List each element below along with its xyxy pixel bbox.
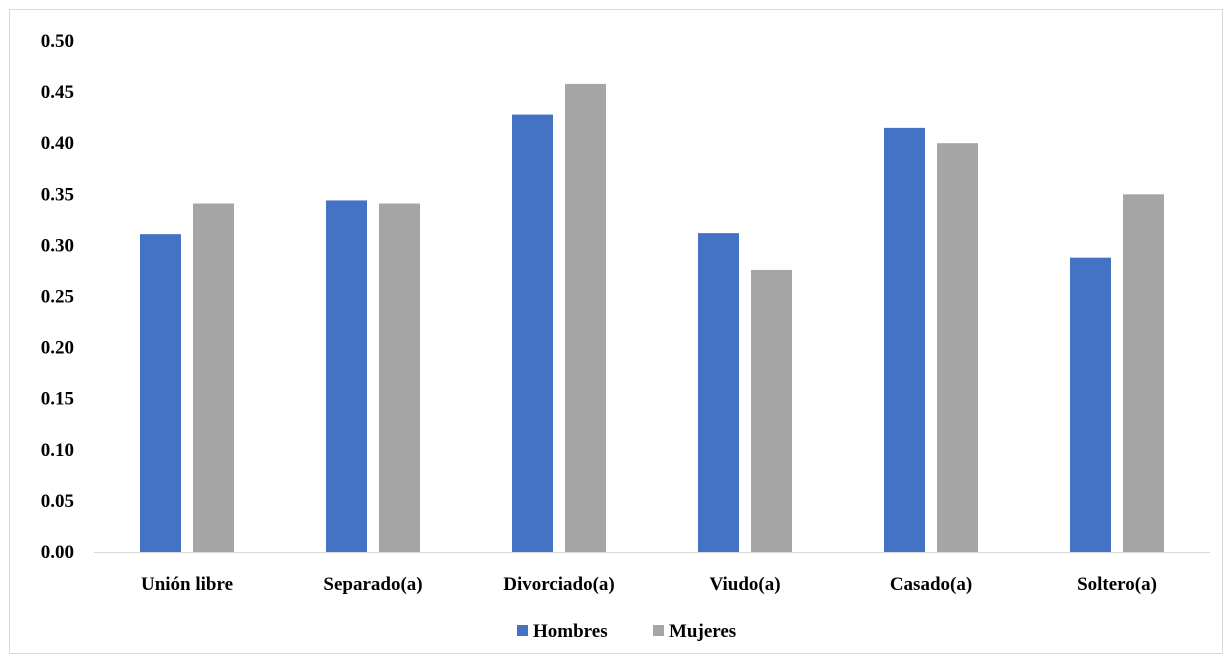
y-axis: 0.00 0.05 0.10 0.15 0.20 0.25 0.30 0.35 0.40 0.45…	[41, 31, 74, 563]
x-tick-label: Unión libre	[141, 574, 233, 595]
x-tick-label: Separado(a)	[323, 574, 422, 595]
y-tick-label: 0.25	[41, 287, 74, 308]
bar-hombres-3	[698, 233, 739, 553]
x-tick-label: Divorciado(a)	[503, 574, 615, 595]
y-tick-label: 0.00	[41, 542, 74, 563]
x-axis: Unión libre Separado(a) Divorciado(a) Viudo…	[94, 552, 1210, 595]
legend: Hombres Mujeres	[517, 621, 736, 642]
bar-hombres-4	[884, 127, 925, 553]
bar-mujeres-4	[937, 143, 978, 552]
y-tick-label: 0.10	[41, 440, 74, 461]
bar-mujeres-3	[751, 269, 792, 552]
bar-hombres-1	[326, 200, 367, 552]
bar-mujeres-0	[193, 203, 234, 553]
bar-mujeres-1	[379, 203, 420, 553]
y-tick-label: 0.15	[41, 389, 74, 410]
y-tick-label: 0.45	[41, 82, 74, 103]
bars	[140, 83, 1164, 553]
y-tick-label: 0.40	[41, 133, 74, 154]
bar-hombres-0	[140, 234, 181, 552]
legend-label-hombres: Hombres	[533, 621, 608, 642]
y-tick-label: 0.20	[41, 338, 74, 359]
x-tick-label: Viudo(a)	[709, 574, 780, 595]
legend-swatch-hombres	[517, 625, 528, 636]
y-tick-label: 0.50	[41, 31, 74, 52]
y-tick-label: 0.05	[41, 491, 74, 512]
x-tick-label: Casado(a)	[890, 574, 972, 595]
bar-mujeres-2	[565, 83, 606, 552]
legend-label-mujeres: Mujeres	[669, 621, 736, 642]
bar-mujeres-5	[1123, 194, 1164, 553]
bar-hombres-5	[1070, 257, 1111, 552]
x-tick-label: Soltero(a)	[1077, 574, 1157, 595]
legend-swatch-mujeres	[653, 625, 664, 636]
y-tick-label: 0.30	[41, 235, 74, 256]
bar-hombres-2	[512, 114, 553, 553]
y-tick-label: 0.35	[41, 184, 74, 205]
